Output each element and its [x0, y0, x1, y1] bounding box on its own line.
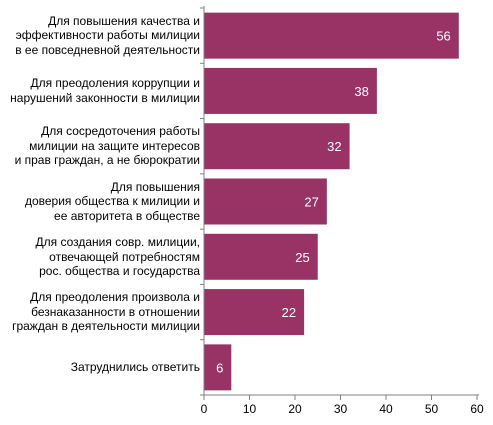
bar [204, 123, 350, 170]
x-tick-label: 40 [379, 402, 393, 416]
x-tick-label: 20 [288, 402, 302, 416]
bar-value-label: 32 [327, 139, 341, 154]
bar-value-label: 22 [282, 305, 296, 320]
category-label: Для повышения доверия общества к милиции… [24, 179, 200, 223]
bar [204, 12, 459, 59]
bar [204, 289, 305, 336]
x-tick-label: 50 [425, 402, 439, 416]
bars-group: 56 38 32 27 25 22 6 [204, 12, 459, 391]
bar-value-label: 56 [436, 29, 450, 44]
bar-value-label: 25 [295, 250, 309, 265]
x-tick-label: 30 [334, 402, 348, 416]
category-label: Для сосредоточения работы милиции на защ… [14, 124, 200, 168]
axes-group: 0 10 20 30 40 50 60 [200, 6, 484, 416]
bar [204, 178, 327, 225]
bar-value-label: 38 [354, 84, 368, 99]
category-label: Для преодоления коррупции и нарушений за… [10, 76, 200, 105]
category-label: Для преодоления произвола и безнаказанно… [12, 290, 200, 334]
category-label: Для создания совр. милиции, отвечающей п… [35, 235, 200, 279]
bar-value-label: 27 [304, 195, 318, 210]
bar [204, 233, 318, 280]
x-tick-label: 0 [201, 402, 208, 416]
category-label: Затруднились ответить [70, 360, 200, 375]
bar [204, 67, 377, 114]
bar-value-label: 6 [216, 360, 223, 375]
x-tick-label: 60 [470, 402, 484, 416]
bar [204, 344, 232, 391]
category-label: Для повышения качества и эффективности р… [15, 13, 200, 57]
x-tick-label: 10 [243, 402, 257, 416]
